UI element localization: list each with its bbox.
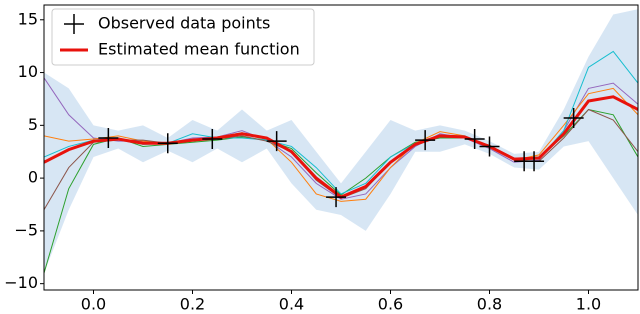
sample-line	[44, 50, 638, 195]
x-tick-label: 0.2	[180, 295, 205, 314]
y-tick-label: −5	[14, 220, 38, 239]
x-tick-label: 0.0	[81, 295, 106, 314]
y-tick-label: 5	[28, 115, 38, 134]
observed-point	[464, 129, 485, 150]
x-tick-label: 1.0	[576, 295, 601, 314]
observed-point	[563, 107, 584, 128]
x-tick-label: 0.4	[279, 295, 304, 314]
plot	[44, 9, 638, 274]
legend-label: Observed data points	[98, 14, 270, 33]
x-tick-label: 0.8	[477, 295, 502, 314]
observed-point	[479, 136, 500, 157]
y-tick-label: 0	[28, 168, 38, 187]
sample-line	[44, 87, 638, 202]
observed-point	[157, 133, 178, 154]
y-tick-label: −10	[4, 273, 38, 292]
confidence-band	[44, 9, 638, 274]
observed-point	[326, 187, 347, 208]
legend-box	[51, 8, 315, 66]
observed-point	[524, 151, 545, 172]
legend-label: Estimated mean function	[98, 40, 300, 59]
observed-point	[202, 129, 223, 150]
observed-point	[98, 128, 119, 148]
observed-point	[266, 131, 287, 152]
y-tick-label: 10	[18, 62, 38, 81]
observed-point	[415, 130, 436, 151]
axes-frame	[43, 4, 639, 291]
y-tick-label: 15	[18, 9, 38, 28]
legend-marker	[64, 14, 84, 34]
x-tick-label: 0.6	[378, 295, 403, 314]
